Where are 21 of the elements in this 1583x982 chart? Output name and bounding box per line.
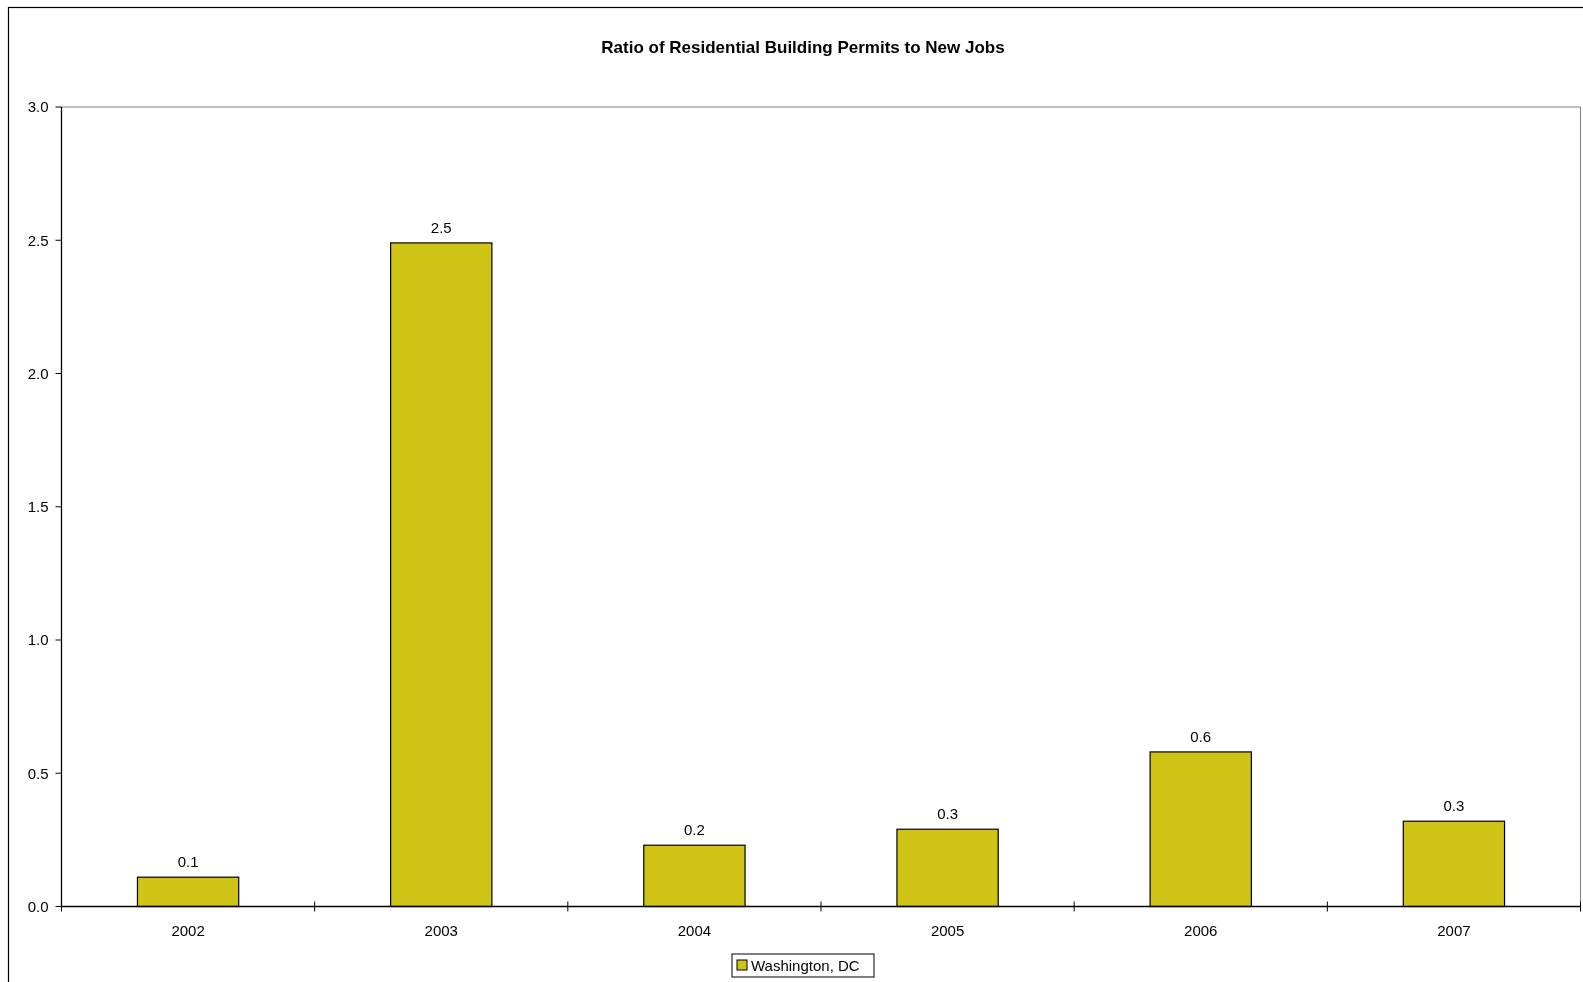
y-tick-label: 0.5 xyxy=(27,764,49,782)
data-label: 2.5 xyxy=(430,218,452,236)
data-label: 0.3 xyxy=(937,805,959,823)
y-tick-label: 2.5 xyxy=(27,231,49,249)
data-label: 0.1 xyxy=(177,853,199,871)
y-tick-label: 0.0 xyxy=(27,897,49,915)
chart-title: Ratio of Residential Building Permits to New Jobs xyxy=(601,38,1005,57)
x-tick-label: 2007 xyxy=(1437,921,1471,939)
x-tick-label: 2006 xyxy=(1184,921,1218,939)
legend-label: Washington, DC xyxy=(751,956,860,974)
x-tick-label: 2003 xyxy=(424,921,458,939)
y-tick-label: 2.0 xyxy=(27,364,49,382)
x-tick-label: 2002 xyxy=(171,921,205,939)
x-tick-label: 2005 xyxy=(930,921,965,939)
y-tick-label: 1.5 xyxy=(27,498,49,515)
y-tick-label: 1.0 xyxy=(27,631,49,649)
data-label: 0.6 xyxy=(1190,727,1212,745)
data-label: 0.3 xyxy=(1443,797,1465,815)
x-tick-label: 2004 xyxy=(677,921,712,939)
y-tick-label: 3.0 xyxy=(27,98,49,116)
data-label: 0.2 xyxy=(683,821,705,839)
